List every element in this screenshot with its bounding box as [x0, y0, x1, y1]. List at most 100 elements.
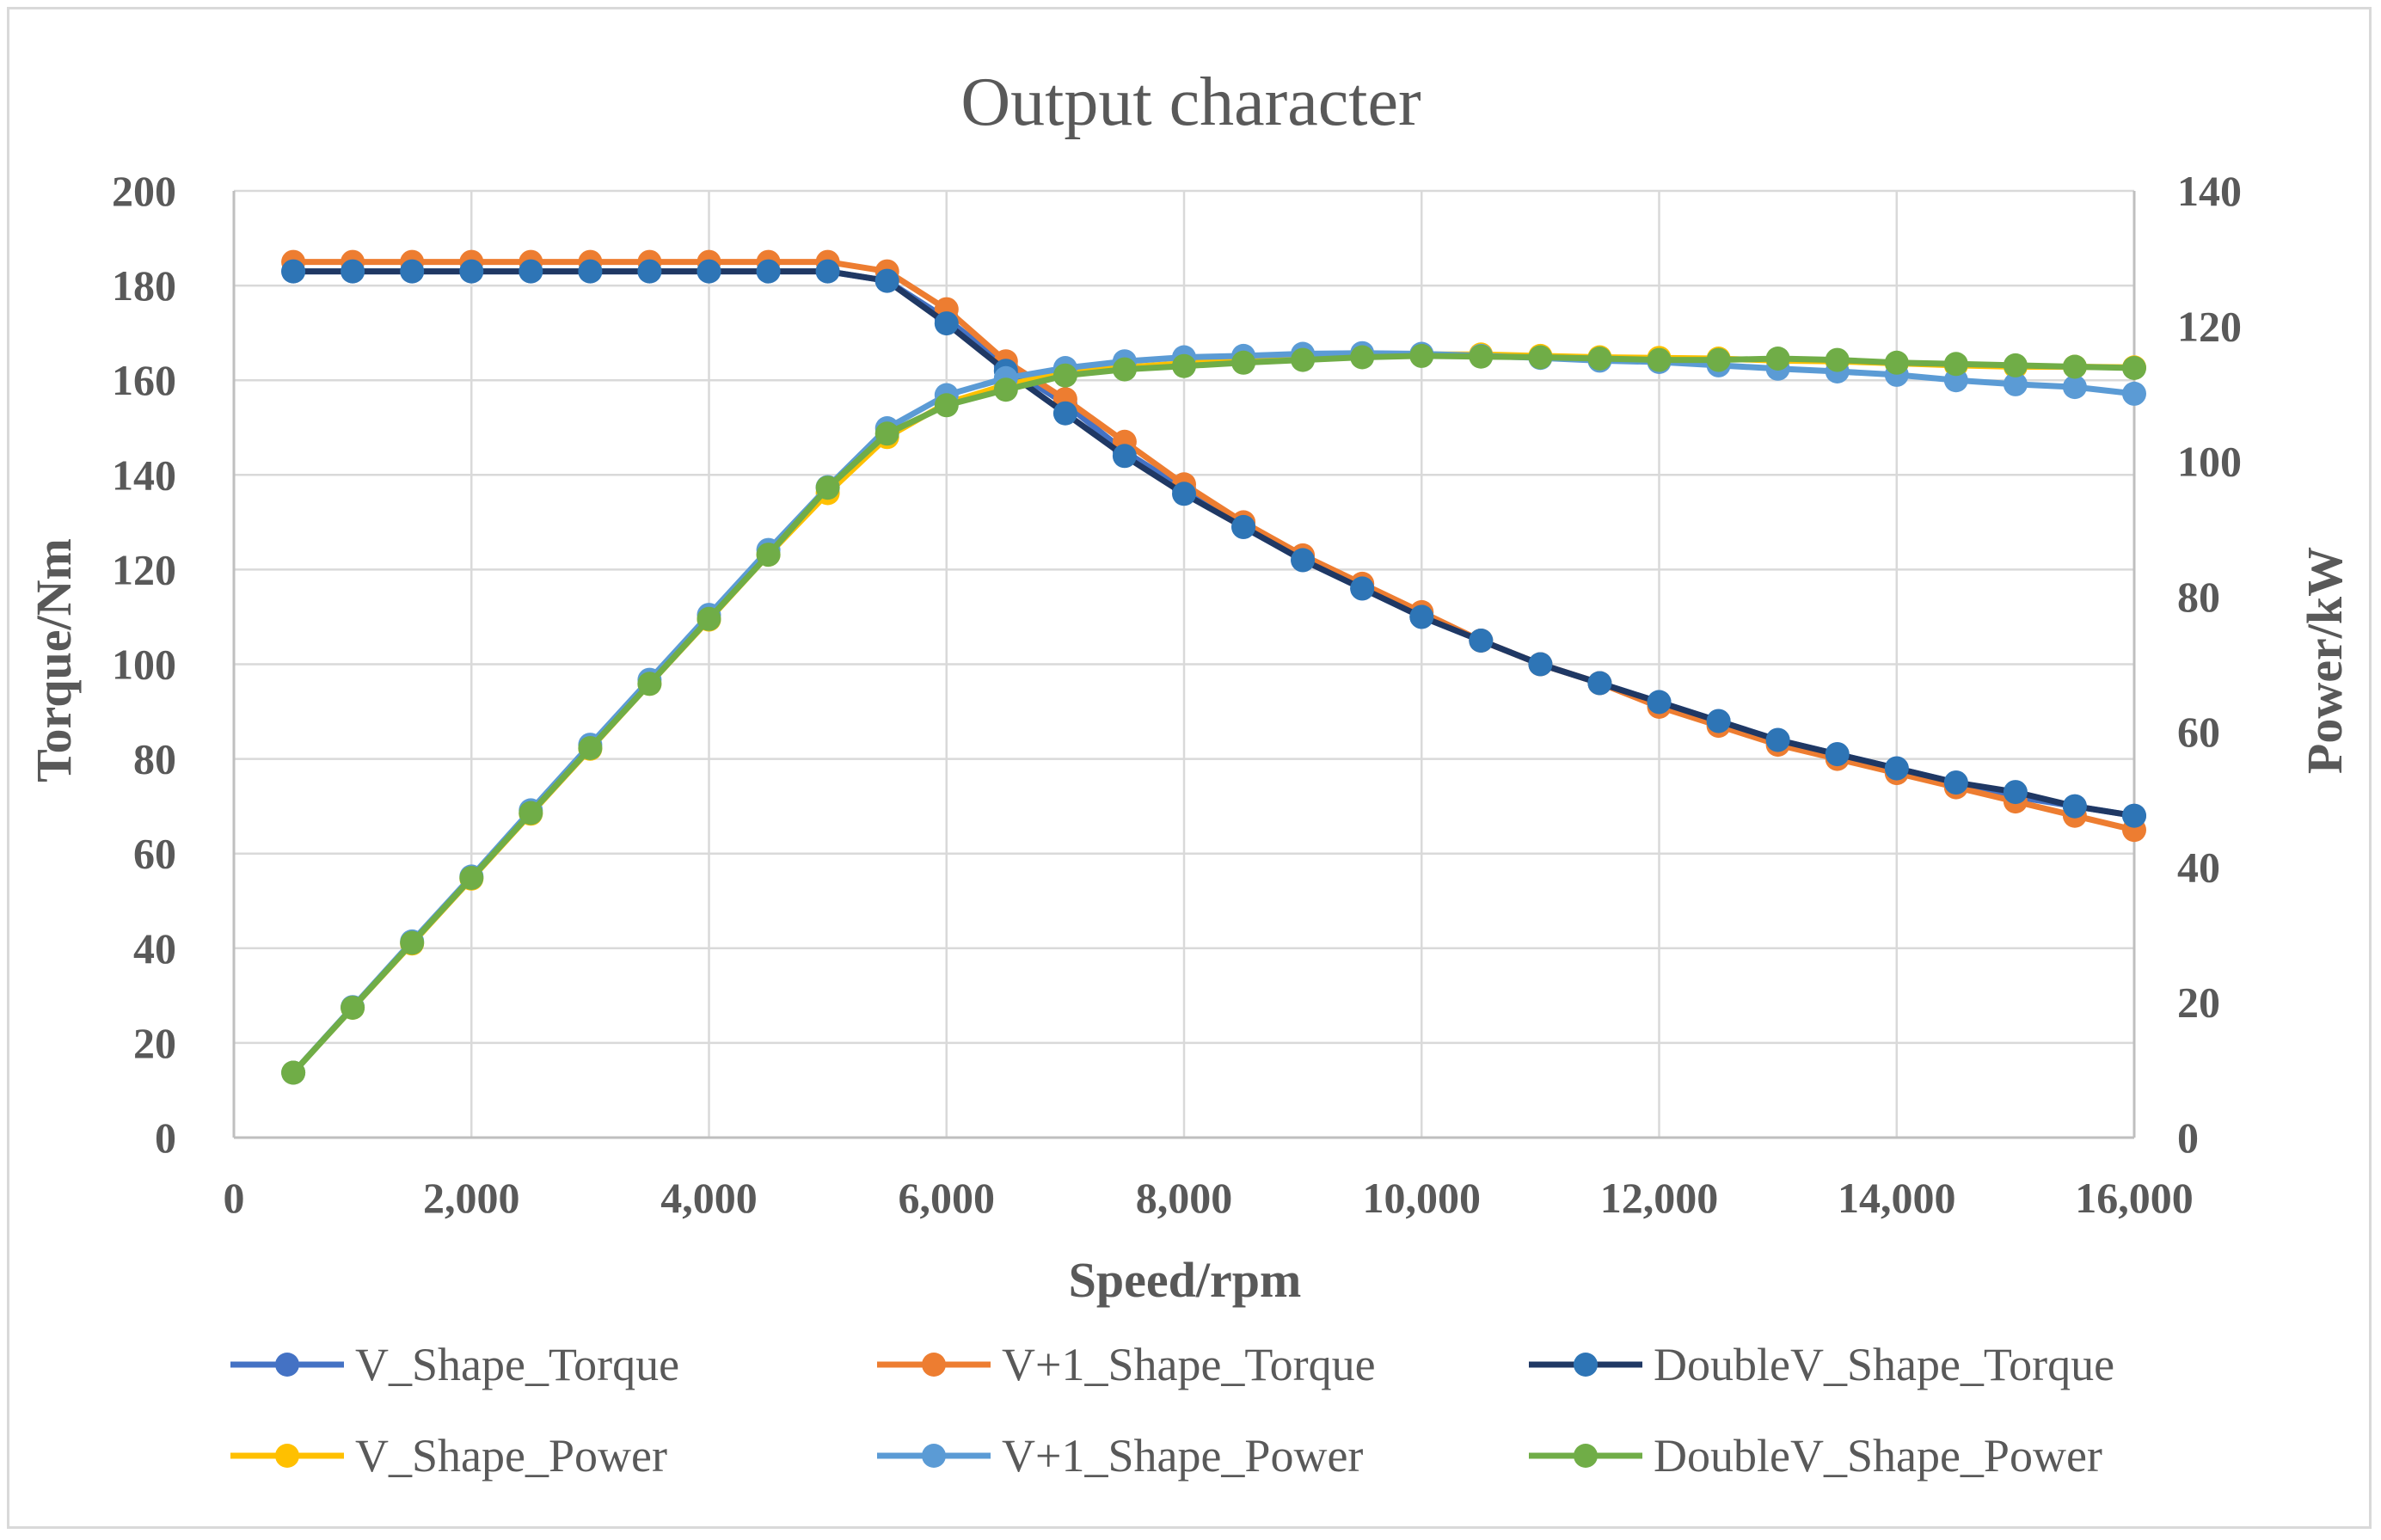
data-point — [1469, 629, 1494, 653]
x-tick-label: 0 — [224, 1174, 245, 1222]
data-point — [2003, 371, 2028, 396]
legend-item: DoubleV_Shape_Torque — [1529, 1339, 2114, 1390]
series-V+1_Shape_Power — [281, 341, 2146, 1085]
x-tick-label: 12,000 — [1600, 1174, 1719, 1222]
data-point — [1647, 690, 1672, 715]
series-V+1_Shape_Torque — [281, 249, 2146, 843]
legend-label: V_Shape_Power — [355, 1430, 667, 1482]
data-point — [400, 930, 425, 955]
data-point — [1350, 345, 1375, 370]
series-line — [291, 353, 2135, 1075]
data-point — [400, 259, 425, 284]
data-point — [815, 259, 840, 284]
data-point — [756, 259, 781, 284]
data-point — [697, 606, 721, 631]
data-point — [1528, 345, 1553, 370]
legend-marker — [1574, 1353, 1598, 1377]
data-point — [2062, 354, 2087, 379]
legend-label: V+1_Shape_Torque — [1002, 1339, 1376, 1390]
y2-tick-label: 40 — [2177, 843, 2220, 891]
legend-marker — [275, 1353, 299, 1377]
series-line — [293, 259, 2135, 833]
y2-tick-label: 60 — [2177, 708, 2220, 756]
legend-item: V+1_Shape_Power — [877, 1430, 1363, 1482]
data-point — [2062, 375, 2087, 400]
legend-label: V_Shape_Torque — [355, 1339, 679, 1390]
data-point — [2062, 794, 2087, 819]
data-point — [934, 393, 959, 418]
data-point — [637, 259, 662, 284]
data-point — [1291, 548, 1316, 573]
y2-tick-label: 20 — [2177, 979, 2220, 1027]
x-tick-label: 2,000 — [423, 1174, 520, 1222]
y2-tick-label: 80 — [2177, 573, 2220, 621]
legend-item: DoubleV_Shape_Power — [1529, 1430, 2102, 1482]
legend-label: DoubleV_Shape_Power — [1654, 1430, 2102, 1482]
data-point — [1052, 401, 1077, 426]
data-point — [578, 259, 603, 284]
series-V_Shape_Torque — [281, 259, 2146, 828]
data-point — [1825, 347, 1850, 372]
legend-marker — [922, 1444, 946, 1468]
data-point — [1706, 347, 1731, 372]
data-point — [1409, 343, 1434, 368]
data-point — [2003, 780, 2028, 805]
series-line — [293, 268, 2135, 819]
data-point — [1172, 353, 1196, 378]
y2-tick-label: 120 — [2177, 302, 2242, 350]
legend-marker — [922, 1353, 946, 1377]
data-point — [341, 259, 365, 284]
legend-item: V+1_Shape_Torque — [877, 1339, 1376, 1390]
data-point — [1350, 576, 1375, 601]
data-point — [1943, 352, 1968, 377]
y-tick-label: 160 — [112, 356, 176, 404]
data-point — [2003, 353, 2028, 377]
data-point — [1706, 709, 1731, 733]
y-axis-title: Torque/Nm — [26, 538, 82, 782]
y2-axis-title: Power/kW — [2297, 547, 2353, 774]
data-point — [2122, 356, 2146, 380]
data-point — [1469, 344, 1494, 369]
data-point — [1884, 756, 1909, 781]
data-point — [1231, 350, 1256, 375]
legend-marker — [275, 1444, 299, 1468]
data-point — [637, 672, 662, 696]
data-point — [281, 259, 306, 284]
series-line — [293, 268, 2135, 819]
x-tick-label: 4,000 — [660, 1174, 758, 1222]
data-point — [1112, 444, 1137, 469]
tick-labels: 0 20 40 60 80 100 120 140 160 180 200 0 20 40 60 80 100 1… — [112, 167, 2242, 1222]
y-tick-label: 120 — [112, 545, 176, 593]
x-axis-title: Speed/rpm — [1069, 1252, 1302, 1308]
series-DoubleV_Shape_Power — [281, 343, 2146, 1085]
y-tick-label: 180 — [112, 261, 176, 310]
y-tick-label: 80 — [133, 735, 176, 783]
legend-marker — [1574, 1444, 1598, 1468]
data-point — [993, 377, 1018, 402]
data-point — [1765, 727, 1790, 752]
data-point — [519, 801, 543, 825]
data-point — [1291, 347, 1316, 372]
data-point — [459, 866, 484, 890]
data-point — [1587, 671, 1612, 696]
data-point — [1528, 652, 1553, 677]
x-tick-label: 16,000 — [2075, 1174, 2194, 1222]
y-tick-label: 40 — [133, 924, 176, 972]
chart-title: Output character — [960, 64, 1421, 140]
data-point — [1943, 770, 1968, 795]
data-point — [519, 259, 543, 284]
y2-tick-label: 0 — [2177, 1114, 2199, 1162]
data-point — [1172, 482, 1196, 506]
series-line — [291, 351, 2135, 1075]
data-point — [1765, 347, 1790, 371]
legend-label: V+1_Shape_Power — [1002, 1430, 1363, 1482]
data-point — [874, 421, 899, 446]
series-V_Shape_Power — [281, 342, 2146, 1085]
series-line — [291, 350, 2135, 1075]
x-tick-label: 8,000 — [1136, 1174, 1233, 1222]
data-point — [756, 543, 781, 568]
data-point — [934, 311, 959, 336]
data-point — [874, 268, 899, 293]
legend: V_Shape_Torque V+1_Shape_Torque DoubleV_Sh… — [230, 1339, 2114, 1482]
